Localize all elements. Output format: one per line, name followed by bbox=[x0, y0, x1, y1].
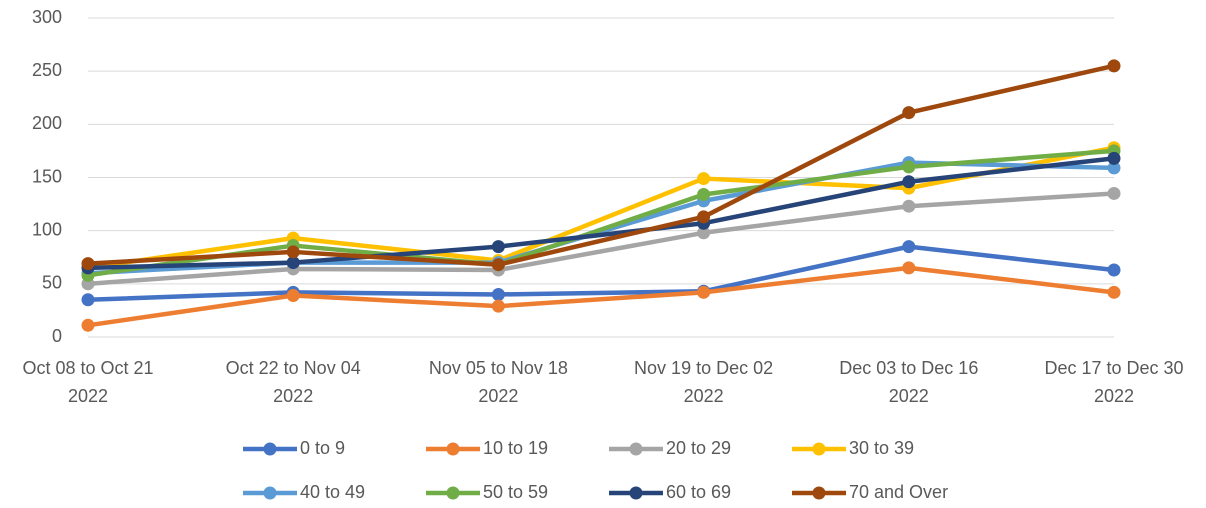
legend-marker bbox=[629, 442, 643, 456]
legend-label: 40 to 49 bbox=[300, 482, 365, 502]
data-point bbox=[697, 172, 711, 186]
y-tick-label: 100 bbox=[32, 219, 62, 239]
legend-marker bbox=[446, 486, 460, 500]
y-tick-label: 150 bbox=[32, 166, 62, 186]
data-point bbox=[902, 175, 916, 189]
legend-marker bbox=[263, 442, 277, 456]
legend-marker bbox=[812, 442, 826, 456]
data-point bbox=[286, 256, 300, 270]
legend-label: 70 and Over bbox=[849, 482, 948, 502]
legend-marker bbox=[812, 486, 826, 500]
legend-label: 60 to 69 bbox=[666, 482, 731, 502]
legend-marker bbox=[263, 486, 277, 500]
legend-label: 50 to 59 bbox=[483, 482, 548, 502]
data-point bbox=[697, 226, 711, 240]
data-point bbox=[1107, 263, 1121, 277]
legend-label: 10 to 19 bbox=[483, 438, 548, 458]
data-point bbox=[902, 106, 916, 120]
data-point bbox=[1107, 285, 1121, 299]
legend-label: 30 to 39 bbox=[849, 438, 914, 458]
x-tick-label: Nov 19 to Dec 02 2022 bbox=[634, 358, 774, 406]
legend-label: 0 to 9 bbox=[300, 438, 345, 458]
data-point bbox=[491, 240, 505, 254]
series-line bbox=[85, 191, 1117, 287]
data-point bbox=[81, 257, 95, 271]
y-tick-label: 300 bbox=[32, 7, 62, 27]
data-point bbox=[902, 261, 916, 275]
data-point bbox=[1107, 186, 1121, 200]
y-tick-label: 200 bbox=[32, 113, 62, 133]
data-point bbox=[1107, 161, 1121, 175]
x-tick-label: Nov 05 to Nov 18 2022 bbox=[428, 358, 568, 406]
series-line bbox=[85, 145, 1117, 271]
data-point bbox=[902, 199, 916, 213]
data-point bbox=[697, 285, 711, 299]
data-point bbox=[286, 245, 300, 259]
y-tick-label: 50 bbox=[42, 273, 62, 293]
data-point bbox=[697, 188, 711, 202]
legend-marker bbox=[629, 486, 643, 500]
y-tick-label: 250 bbox=[32, 60, 62, 80]
data-point bbox=[286, 289, 300, 303]
legend-marker bbox=[446, 442, 460, 456]
legend-label: 20 to 29 bbox=[666, 438, 731, 458]
series-line bbox=[85, 148, 1117, 278]
x-tick-label: Oct 22 to Nov 04 2022 bbox=[225, 358, 361, 406]
data-point bbox=[697, 210, 711, 224]
series-line bbox=[85, 156, 1117, 271]
data-point bbox=[902, 160, 916, 174]
x-tick-label: Dec 03 to Dec 16 2022 bbox=[839, 358, 979, 406]
data-point bbox=[902, 240, 916, 254]
y-tick-label: 0 bbox=[52, 326, 62, 346]
data-point bbox=[491, 258, 505, 272]
series-line bbox=[85, 63, 1117, 267]
x-tick-label: Oct 08 to Oct 21 2022 bbox=[22, 358, 154, 406]
data-point bbox=[81, 293, 95, 307]
data-point bbox=[491, 299, 505, 313]
data-point bbox=[1107, 59, 1121, 73]
data-point bbox=[1107, 151, 1121, 165]
data-point bbox=[491, 287, 505, 301]
series-line bbox=[85, 265, 1117, 328]
data-point bbox=[81, 318, 95, 332]
series-line bbox=[85, 244, 1117, 303]
x-tick-label: Dec 17 to Dec 30 2022 bbox=[1044, 358, 1184, 406]
